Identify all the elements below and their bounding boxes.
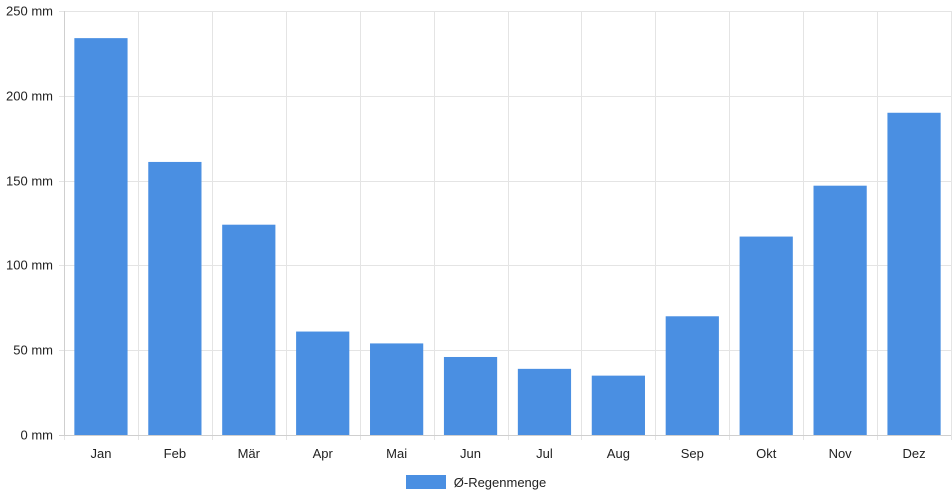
bar-Dez[interactable] (887, 112, 941, 435)
x-tick-label: Aug (607, 446, 630, 461)
y-tick-label: 100 mm (6, 258, 53, 273)
bar-Aug[interactable] (591, 375, 645, 435)
grid (59, 11, 952, 440)
x-tick-label: Dez (902, 446, 925, 461)
legend[interactable]: Ø-Regenmenge (0, 470, 952, 494)
bars (74, 38, 941, 436)
y-tick-label: 250 mm (6, 4, 53, 19)
y-tick-label: 150 mm (6, 174, 53, 189)
x-tick-label: Mär (238, 446, 261, 461)
x-tick-label: Nov (829, 446, 853, 461)
x-tick-labels: Jan Feb Mär Apr Mai Jun Jul Aug Sep Okt Nov Dez (90, 446, 925, 461)
x-tick-label: Mai (386, 446, 407, 461)
y-tick-label: 200 mm (6, 89, 53, 104)
bar-Jan[interactable] (74, 38, 128, 436)
axes (59, 11, 951, 436)
bar-Mär[interactable] (222, 224, 276, 435)
legend-swatch (405, 475, 446, 489)
x-tick-label: Jul (536, 446, 553, 461)
bar-Feb[interactable] (148, 161, 202, 435)
bar-Mai[interactable] (370, 343, 424, 435)
x-tick-label: Jan (90, 446, 111, 461)
bar-Jun[interactable] (443, 356, 498, 435)
bar-Sep[interactable] (665, 316, 719, 435)
y-tick-labels: 0 mm 50 mm 100 mm 150 mm 200 mm 250 mm (6, 4, 53, 443)
x-tick-label: Jun (460, 446, 481, 461)
legend-label: Ø-Regenmenge (453, 474, 547, 490)
x-tick-label: Apr (313, 446, 334, 461)
bar-Apr[interactable] (296, 331, 350, 435)
x-tick-label: Sep (681, 446, 704, 461)
x-tick-label: Feb (164, 446, 186, 461)
x-tick-label: Okt (756, 446, 777, 461)
y-tick-label: 50 mm (13, 343, 53, 358)
bar-Jul[interactable] (517, 368, 572, 435)
bar-Okt[interactable] (739, 236, 793, 435)
y-tick-label: 0 mm (21, 428, 54, 443)
bar-Nov[interactable] (813, 185, 867, 435)
